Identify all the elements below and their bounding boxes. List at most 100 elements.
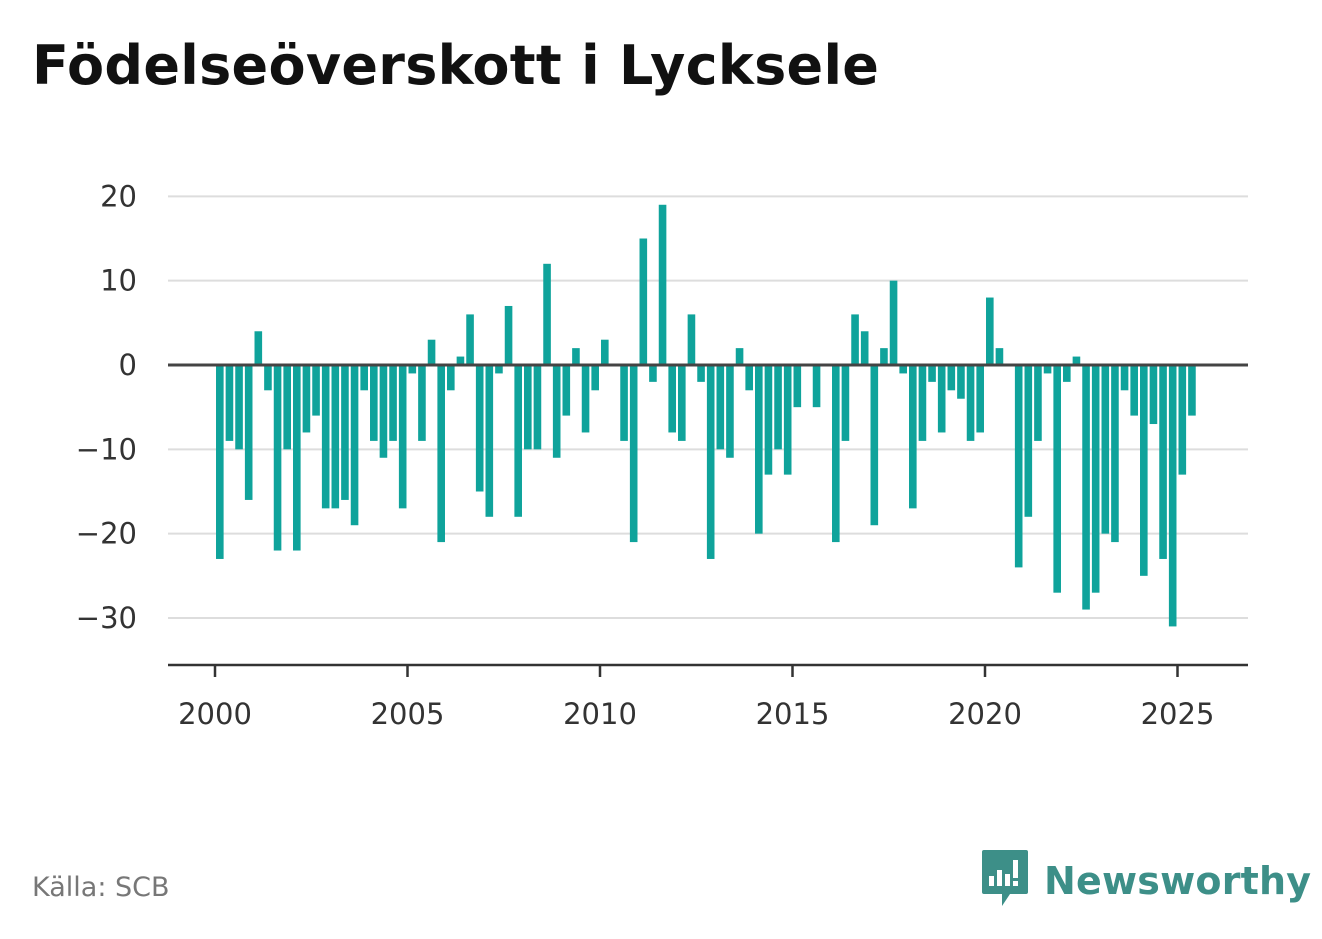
chart-title: Födelseöverskott i Lycksele <box>32 34 880 97</box>
bar <box>957 365 965 399</box>
bar <box>649 365 657 382</box>
y-tick-label: 0 <box>119 348 137 382</box>
bars <box>216 204 1196 627</box>
bar <box>312 365 320 416</box>
bar <box>1063 365 1071 382</box>
bar <box>254 331 263 365</box>
bar <box>379 365 388 458</box>
bar <box>639 238 648 365</box>
bar <box>726 365 734 458</box>
bar <box>235 365 243 450</box>
bar <box>456 356 465 365</box>
y-tick-label: 10 <box>100 264 137 298</box>
bar <box>1101 365 1110 534</box>
bar <box>1120 365 1129 391</box>
bar <box>658 204 667 365</box>
y-tick-label: −10 <box>76 432 137 466</box>
bar <box>485 365 494 517</box>
bar <box>244 365 253 500</box>
bar <box>1178 365 1187 475</box>
bar <box>447 365 455 391</box>
bar <box>591 365 599 391</box>
bar <box>764 365 773 475</box>
bar <box>273 365 282 551</box>
bar <box>928 365 936 382</box>
x-tick-label: 2025 <box>1141 697 1215 731</box>
bar <box>899 365 907 374</box>
newsworthy-logo-icon <box>980 848 1030 914</box>
bar <box>466 314 474 365</box>
bar <box>966 365 975 441</box>
bar <box>620 365 628 441</box>
bar <box>1159 365 1167 559</box>
bar <box>774 365 782 450</box>
bar <box>321 365 330 509</box>
bar <box>1072 356 1081 365</box>
bar <box>1082 365 1090 610</box>
bar <box>572 348 580 365</box>
bar <box>745 365 753 391</box>
bar <box>629 365 638 543</box>
bar <box>986 297 994 365</box>
bar <box>918 365 927 441</box>
bar <box>562 365 571 416</box>
bar <box>341 365 349 500</box>
bar <box>947 365 956 391</box>
y-axis-ticks: 20 10 0 −10 −20 −30 <box>76 179 137 635</box>
bar <box>1024 365 1033 517</box>
y-tick-label: −20 <box>76 517 137 551</box>
bar <box>687 314 696 365</box>
bar <box>504 305 513 365</box>
bar <box>697 365 705 382</box>
bar <box>1111 365 1119 543</box>
bar <box>812 365 821 408</box>
bar <box>1130 365 1138 416</box>
bar <box>552 365 561 458</box>
bar <box>283 365 291 450</box>
bar <box>851 314 859 365</box>
bar <box>398 365 407 509</box>
bar <box>475 365 484 492</box>
bar <box>543 263 551 365</box>
bar <box>360 365 368 391</box>
bar <box>937 365 946 433</box>
bar <box>581 365 590 433</box>
bar <box>302 365 311 433</box>
bar <box>976 365 984 433</box>
bar <box>783 365 792 475</box>
bar <box>264 365 272 391</box>
x-tick-label: 2005 <box>371 697 445 731</box>
bar <box>880 348 888 365</box>
bar <box>293 365 301 551</box>
bar <box>427 339 436 365</box>
bar <box>755 365 763 534</box>
bar <box>1034 365 1042 441</box>
bar <box>909 365 917 509</box>
bar <box>216 365 224 559</box>
bar <box>716 365 725 450</box>
bar <box>870 365 879 526</box>
bar <box>1168 365 1177 627</box>
y-tick-label: 20 <box>100 179 137 213</box>
bar <box>678 365 686 441</box>
x-tick-label: 2000 <box>178 697 252 731</box>
bar <box>514 365 522 517</box>
bar <box>1053 365 1061 593</box>
bar <box>668 365 676 433</box>
bar <box>601 339 609 365</box>
brand-logo[interactable]: Newsworthy <box>980 848 1311 914</box>
bar <box>706 365 715 559</box>
bar <box>331 365 340 509</box>
bar <box>889 280 898 365</box>
bar <box>418 365 426 441</box>
bar <box>495 365 503 374</box>
bar <box>1149 365 1158 425</box>
brand-name: Newsworthy <box>1044 859 1312 903</box>
bar <box>533 365 542 450</box>
bar <box>225 365 234 441</box>
bar <box>1091 365 1100 593</box>
bar <box>350 365 359 526</box>
x-axis-ticks: 2000 2005 2010 2015 2020 2025 <box>178 665 1214 731</box>
bar <box>735 348 744 365</box>
